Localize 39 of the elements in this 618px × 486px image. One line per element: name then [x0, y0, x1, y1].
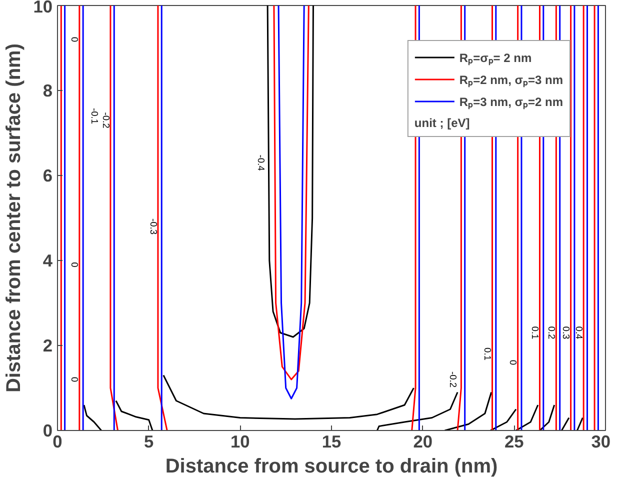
line-series [162, 374, 414, 420]
y-tick-label: 8 [42, 80, 53, 100]
y-tick-label: 6 [42, 166, 53, 186]
annotation: 0.1 [482, 348, 493, 360]
annotation: 0 [508, 360, 518, 366]
x-tick-label: 30 [591, 432, 611, 452]
y-axis-title: Distance from center to surface (nm) [3, 44, 26, 392]
line-series [273, 6, 310, 380]
annotation: -0.1 [90, 108, 100, 124]
annotation: -0.4 [256, 154, 266, 171]
y-tick-label: 4 [42, 250, 53, 270]
annotation: 0.2 [546, 326, 557, 340]
annotation: 0 [70, 262, 80, 268]
line-series [83, 404, 102, 430]
y-tick-label: 2 [42, 336, 53, 356]
x-tick-label: 15 [322, 432, 342, 452]
x-tick-label: 10 [230, 432, 250, 452]
annotation: 0 [70, 376, 80, 382]
legend-title: unit ; [eV] [414, 116, 471, 130]
annotation: 0.3 [561, 326, 572, 340]
y-tick-label: 10 [33, 0, 53, 16]
line-series [444, 392, 492, 430]
line-series [376, 392, 458, 430]
annotation: -0.3 [148, 218, 158, 235]
x-axis-title: Distance from source to drain (nm) [165, 456, 498, 478]
legend-label: Rₚ=σₚ= 2 nm [459, 50, 532, 66]
annotation: 0.4 [574, 326, 584, 340]
x-tick-label: 5 [144, 432, 154, 452]
annotation: -0.2 [100, 112, 111, 128]
line-series [278, 6, 305, 400]
line-series [115, 400, 154, 430]
annotation: 0 [70, 36, 80, 42]
annotation: 0.1 [530, 326, 540, 340]
legend-label: Rₚ=2 nm, σₚ=3 nm [459, 72, 563, 88]
legend-label: Rₚ=3 nm, σₚ=2 nm [459, 94, 563, 110]
x-tick-label: 25 [504, 432, 524, 452]
x-tick-label: 20 [413, 432, 432, 452]
line-series [266, 6, 314, 338]
annotation: -0.2 [448, 371, 458, 388]
